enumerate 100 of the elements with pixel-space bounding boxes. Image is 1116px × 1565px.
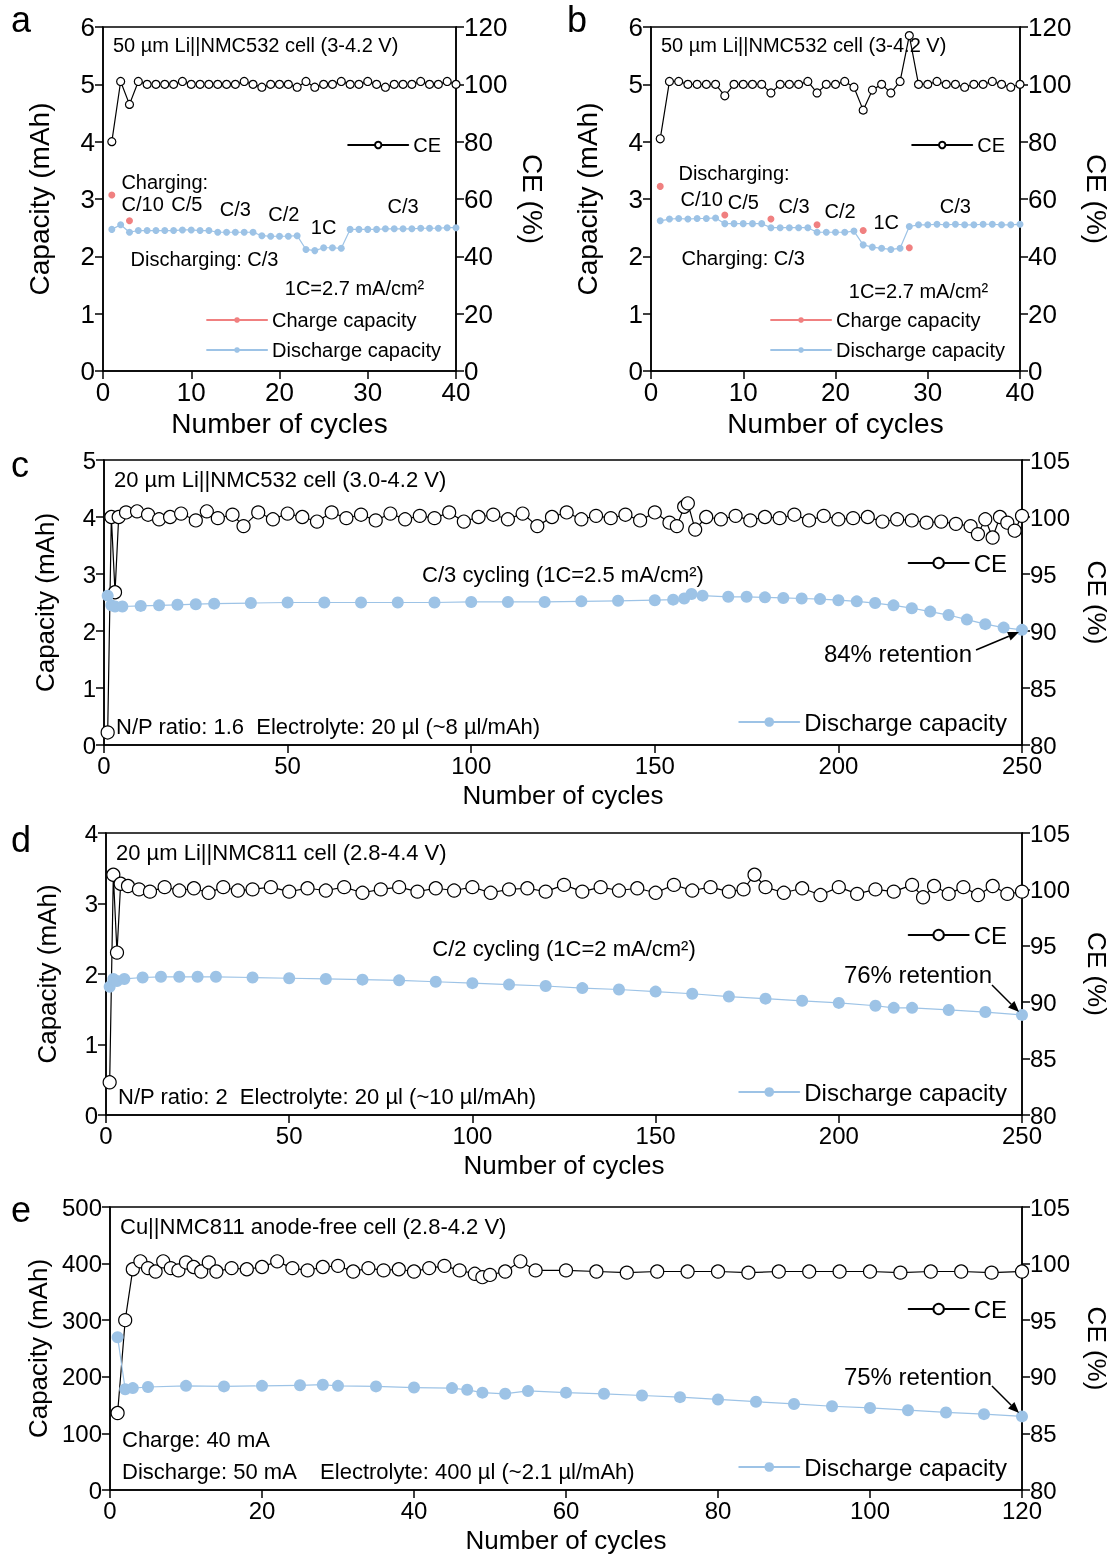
x-tick-label: 30 [353, 377, 383, 407]
legend-label: Charge capacity [272, 309, 417, 331]
point [812, 88, 822, 98]
point [443, 224, 451, 232]
point [830, 79, 841, 89]
point [942, 609, 955, 622]
point [831, 880, 846, 895]
point [869, 597, 882, 610]
point [924, 221, 932, 229]
point [170, 227, 178, 235]
y-tick-label: 100 [61, 1419, 102, 1447]
point [979, 220, 987, 228]
y2-tick-label: 60 [1028, 184, 1057, 214]
point [593, 880, 608, 895]
point [896, 244, 904, 252]
point [370, 1380, 382, 1393]
y-tick-label: 4 [82, 503, 96, 531]
point [758, 591, 771, 604]
annotation: C/2 [824, 200, 856, 223]
legend-label: CE [977, 134, 1006, 156]
annotation: C/2 [268, 203, 300, 226]
y2-tick-label: 105 [1030, 819, 1071, 847]
point [915, 221, 923, 229]
point [476, 1386, 489, 1399]
point [153, 599, 166, 612]
point [282, 884, 297, 899]
point [906, 1001, 919, 1014]
y2-tick-label: 120 [464, 12, 508, 42]
point [131, 882, 147, 897]
y2-axis-title: CE (%) [1082, 932, 1113, 1016]
point [522, 1384, 534, 1397]
point [173, 970, 186, 983]
point [461, 1383, 474, 1396]
point [576, 982, 589, 995]
annotation: C/3 cycling (1C=2.5 mA/cm²) [422, 561, 704, 587]
x-tick-label: 200 [818, 1121, 859, 1149]
point [795, 881, 810, 896]
point [840, 76, 850, 87]
x-tick-label: 50 [275, 1121, 303, 1149]
point [254, 1259, 270, 1275]
point [380, 82, 390, 92]
point [327, 79, 338, 89]
point [154, 970, 167, 983]
point [902, 1404, 914, 1417]
point [648, 885, 663, 900]
point [656, 182, 664, 190]
point [428, 596, 441, 609]
point [186, 79, 196, 89]
point [941, 79, 951, 89]
point [498, 1264, 513, 1279]
point [757, 79, 767, 89]
point [710, 79, 721, 89]
point [758, 880, 773, 895]
point [692, 79, 702, 89]
point [283, 972, 296, 985]
point [125, 217, 133, 225]
point [895, 76, 905, 87]
point [160, 79, 170, 89]
point [417, 224, 425, 232]
point [795, 224, 803, 232]
point [102, 1075, 117, 1090]
chart-title: b [567, 0, 588, 40]
point [499, 1387, 512, 1400]
point [979, 618, 992, 631]
point [849, 82, 859, 92]
point [685, 587, 698, 600]
annotation: Discharge: 50 mA Electrolyte: 400 µl (~2.1 µl/mAh) [122, 1458, 635, 1484]
annotation: C/3 [778, 194, 810, 217]
chart-title: d [11, 818, 32, 860]
point [172, 883, 187, 898]
point [776, 224, 784, 232]
point [422, 1261, 437, 1276]
point [575, 884, 590, 899]
point [214, 228, 222, 236]
y2-tick-label: 95 [1030, 560, 1057, 588]
point [619, 1265, 634, 1280]
point [721, 220, 729, 228]
point [248, 79, 258, 89]
chart-subtitle: Cu||NMC811 anode-free cell (2.8-4.2 V) [120, 1213, 507, 1239]
point [151, 79, 161, 89]
point [767, 224, 775, 232]
x-tick-label: 30 [913, 377, 943, 407]
point [223, 228, 231, 236]
point [274, 79, 285, 89]
x-axis-title: Number of cycles [463, 1149, 665, 1180]
y-tick-label: 3 [84, 890, 98, 917]
annotation: C/3 [939, 194, 971, 217]
annotation: Charging: C/3 [681, 247, 805, 270]
y2-tick-label: 20 [1028, 298, 1057, 329]
point [950, 79, 961, 89]
point [712, 214, 720, 222]
point [209, 970, 222, 983]
point [867, 85, 877, 95]
point [120, 878, 136, 894]
point [256, 1379, 268, 1392]
point [970, 887, 986, 903]
point [954, 1264, 969, 1279]
point [124, 99, 135, 109]
annotation: Discharging: [678, 162, 790, 185]
point [177, 76, 188, 87]
